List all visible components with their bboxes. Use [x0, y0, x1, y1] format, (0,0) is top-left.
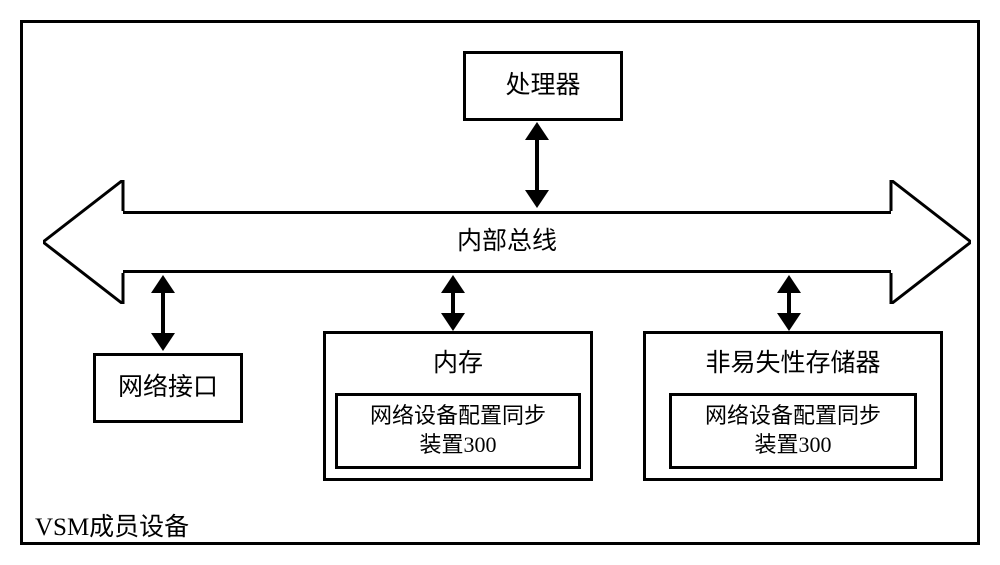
network-interface-box: 网络接口 [93, 353, 243, 423]
outer-frame-label: VSM成员设备 [35, 507, 189, 543]
arrow-down-icon [441, 313, 465, 331]
arrow-down-icon [151, 333, 175, 351]
nvm-inner-label: 网络设备配置同步 装置300 [705, 402, 881, 459]
memory-inner-label: 网络设备配置同步 装置300 [370, 402, 546, 459]
arrow-line [451, 293, 455, 313]
arrow-up-icon [777, 275, 801, 293]
arrow-netif-bus [151, 275, 175, 351]
arrow-nvm-bus [777, 275, 801, 331]
arrow-down-icon [777, 313, 801, 331]
arrow-memory-bus [441, 275, 465, 331]
internal-bus: 内部总线 [123, 211, 891, 273]
arrow-line [535, 140, 539, 190]
nvm-label: 非易失性存储器 [705, 348, 880, 381]
arrow-up-icon [525, 122, 549, 140]
arrow-down-icon [525, 190, 549, 208]
network-interface-label: 网络接口 [118, 372, 218, 405]
bus-arrow-left-icon [43, 180, 125, 304]
arrow-line [161, 293, 165, 333]
vsm-device-frame: 处理器 内部总线 网络接口 内存 网络设备配置同 [20, 20, 980, 545]
arrow-processor-bus [525, 122, 549, 208]
arrow-up-icon [441, 275, 465, 293]
memory-label: 内存 [433, 348, 483, 381]
nvm-inner-box: 网络设备配置同步 装置300 [669, 393, 917, 469]
bus-arrow-right-icon [889, 180, 971, 304]
bus-label: 内部总线 [457, 226, 557, 259]
processor-label: 处理器 [505, 70, 580, 103]
memory-inner-box: 网络设备配置同步 装置300 [335, 393, 581, 469]
processor-box: 处理器 [463, 51, 623, 121]
arrow-up-icon [151, 275, 175, 293]
arrow-line [787, 293, 791, 313]
